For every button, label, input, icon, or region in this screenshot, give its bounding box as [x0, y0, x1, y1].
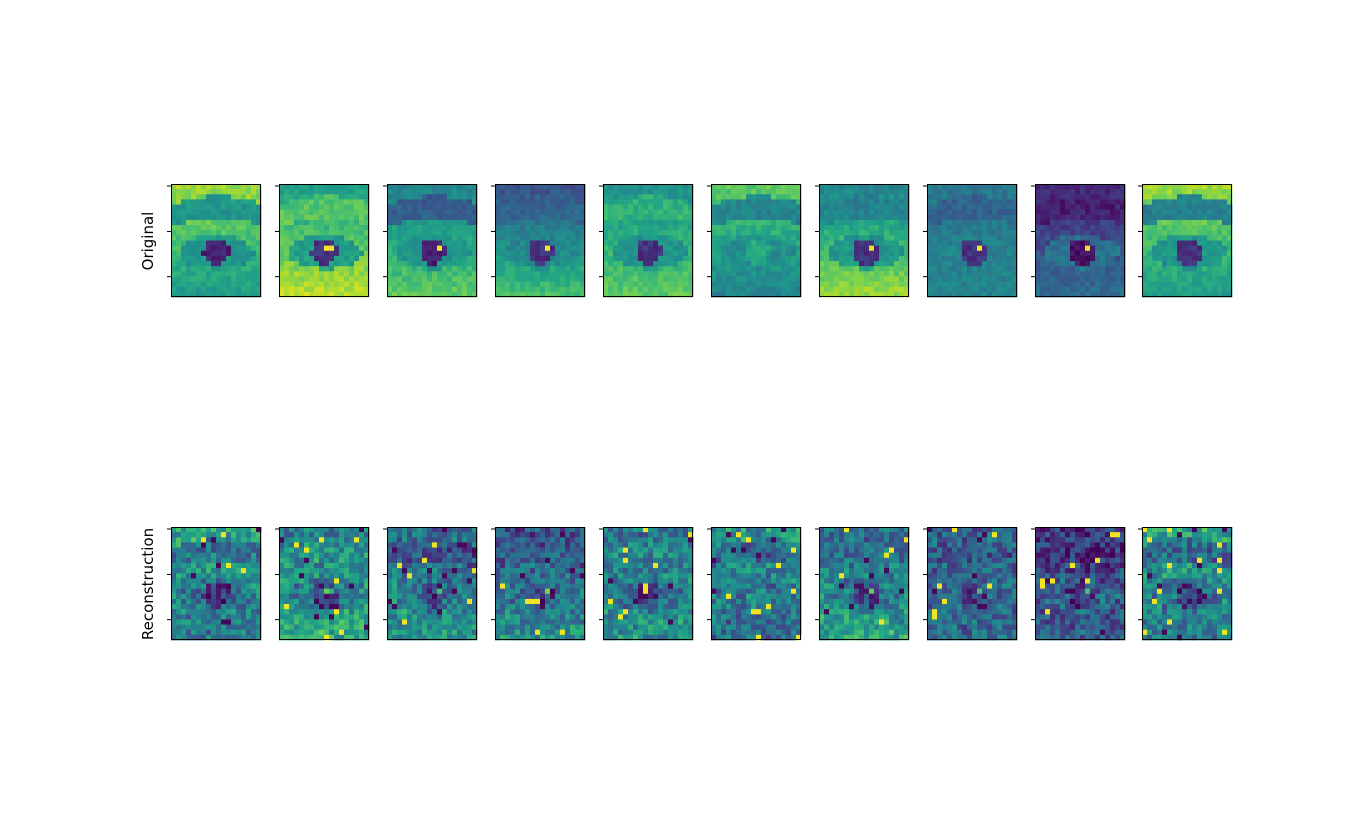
panel-frame: [171, 184, 261, 297]
panel-frame: [279, 184, 369, 297]
panel-frame: [1142, 184, 1232, 297]
row-label-original: Original: [139, 211, 157, 270]
panel-frame: [819, 527, 909, 640]
panel-frame: [1035, 527, 1125, 640]
panel-frame: [711, 527, 801, 640]
panel-frame: [495, 184, 585, 297]
reconstruction-image-2: [275, 527, 370, 641]
original-image-10: [1138, 184, 1233, 298]
reconstruction-image-4: [491, 527, 586, 641]
panel-frame: [711, 184, 801, 297]
panel-frame: [279, 527, 369, 640]
original-image-4: [491, 184, 586, 298]
original-image-5: [599, 184, 694, 298]
panel-frame: [387, 184, 477, 297]
reconstruction-image-6: [707, 527, 802, 641]
original-image-8: [923, 184, 1018, 298]
original-image-9: [1031, 184, 1126, 298]
panel-frame: [927, 527, 1017, 640]
panel-frame: [495, 527, 585, 640]
original-image-1: [167, 184, 262, 298]
panel-frame: [603, 527, 693, 640]
panel-frame: [171, 527, 261, 640]
reconstruction-image-9: [1031, 527, 1126, 641]
reconstruction-image-3: [383, 527, 478, 641]
panel-frame: [1142, 527, 1232, 640]
panel-frame: [819, 184, 909, 297]
panel-frame: [603, 184, 693, 297]
panel-frame: [927, 184, 1017, 297]
original-image-2: [275, 184, 370, 298]
original-image-7: [815, 184, 910, 298]
row-label-reconstruction: Reconstruction: [139, 527, 157, 640]
reconstruction-image-7: [815, 527, 910, 641]
reconstruction-image-8: [923, 527, 1018, 641]
reconstruction-image-1: [167, 527, 262, 641]
reconstruction-image-10: [1138, 527, 1233, 641]
panel-frame: [1035, 184, 1125, 297]
original-image-3: [383, 184, 478, 298]
reconstruction-image-5: [599, 527, 694, 641]
panel-frame: [387, 527, 477, 640]
original-image-6: [707, 184, 802, 298]
